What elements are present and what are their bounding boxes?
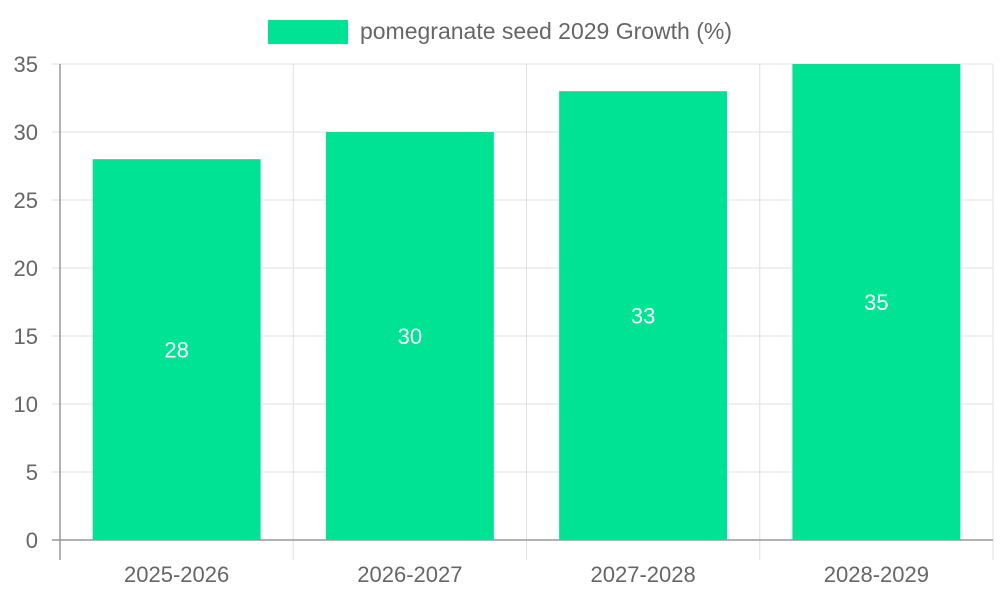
y-tick-label: 0 [26,528,38,553]
axes: 0 5 10 15 20 25 30 35 2025-2026 2026-2027 2027-202… [14,52,993,587]
data-labels: 28 30 33 35 [164,290,888,363]
y-tick-label: 20 [14,256,38,281]
legend-swatch [267,19,348,44]
y-tick-label: 10 [14,392,38,417]
legend[interactable]: pomegranate seed 2029 Growth (%) [0,18,1000,45]
bar[interactable] [792,64,961,540]
legend-label: pomegranate seed 2029 Growth (%) [359,18,733,44]
y-tick-label: 5 [26,460,38,485]
data-label: 30 [398,324,422,349]
y-tick-label: 35 [14,52,38,77]
data-label: 33 [631,304,655,329]
y-tick-label: 25 [14,188,38,213]
x-tick-label: 2027-2028 [591,562,696,587]
bar[interactable] [92,159,261,540]
data-label: 28 [164,338,188,363]
x-tick-label: 2026-2027 [357,562,462,587]
y-tick-label: 15 [14,324,38,349]
bar[interactable] [559,91,728,540]
data-label: 35 [864,290,888,315]
bars [92,64,961,540]
y-tick-label: 30 [14,120,38,145]
bar[interactable] [325,132,494,540]
x-tick-label: 2028-2029 [824,562,929,587]
x-tick-label: 2025-2026 [124,562,229,587]
